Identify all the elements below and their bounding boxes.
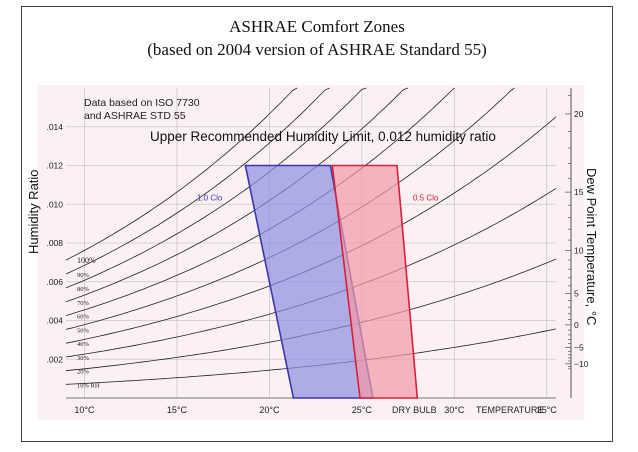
rh-curve-label: 10% RH	[77, 382, 100, 389]
dew-point-tick-label: 15	[574, 187, 584, 197]
y-axis-label: Humidity Ratio	[26, 169, 41, 254]
comfort-zone-layer	[244, 164, 419, 399]
rh-curve-label: 100%	[77, 256, 96, 265]
y-tick-label: .002	[46, 354, 63, 364]
y-tick-label: .006	[46, 277, 63, 287]
dew-point-tick-label: 0	[574, 320, 579, 330]
slide-title: ASHRAE Comfort Zones	[229, 17, 405, 36]
x-tick-label: 30°C	[444, 405, 465, 415]
rh-curve	[65, 87, 330, 275]
y-tick-label: .004	[46, 316, 63, 326]
rh-curve-label: 90%	[77, 272, 90, 279]
data-note-line1: Data based on ISO 7730	[84, 97, 200, 109]
rh-curve-label: 70%	[77, 300, 90, 307]
x-tick-label: 15°C	[167, 405, 188, 415]
x-tick-label: 10°C	[74, 405, 95, 415]
slide-frame	[21, 6, 613, 442]
x-tick-label: 35°C	[537, 405, 558, 415]
chart-title: Upper Recommended Humidity Limit, 0.012 …	[150, 129, 496, 144]
data-note-line2: and ASHRAE STD 55	[84, 110, 186, 122]
x-axis-label-drybulb: DRY BULB	[392, 405, 437, 415]
dew-point-tick-label: 5	[574, 288, 579, 298]
rh-curve	[65, 87, 409, 303]
dew-point-tick-label: 10	[574, 245, 584, 255]
y2-axis-label: Dew Point Temperature, °C	[584, 168, 599, 325]
dew-point-tick-label: −10	[574, 359, 589, 369]
dew-point-tick-label: 20	[574, 109, 584, 119]
rh-curve-label: 40%	[77, 341, 90, 348]
rh-curve-label: 80%	[77, 286, 90, 293]
slide-subtitle: (based on 2004 version of ASHRAE Standar…	[147, 40, 487, 59]
zone-label: 1.0 Clo	[197, 193, 223, 202]
y-tick-label: .014	[46, 122, 63, 132]
label-layer: 10°C 15°C 20°C 25°C 30°C 35°C .002 .004 .006 .008…	[46, 109, 588, 415]
dew-point-tick-label: −5	[574, 343, 584, 353]
comfort-zone	[331, 164, 419, 399]
rh-curve-label: 50%	[77, 327, 90, 334]
rh-curve-label: 60%	[77, 314, 90, 321]
rh-curve-label: 30%	[77, 355, 90, 362]
x-tick-label: 20°C	[259, 405, 280, 415]
y-tick-label: .008	[46, 238, 63, 248]
rh-curve	[65, 87, 298, 261]
rh-curve	[65, 87, 367, 289]
y-tick-label: .010	[46, 199, 63, 209]
x-tick-label: 25°C	[352, 405, 373, 415]
y-tick-label: .012	[46, 161, 63, 171]
x-axis-label-temperature: TEMPERATURE	[476, 405, 543, 415]
zone-label: 0.5 Clo	[413, 193, 439, 202]
rh-curve-label: 20%	[77, 369, 90, 376]
